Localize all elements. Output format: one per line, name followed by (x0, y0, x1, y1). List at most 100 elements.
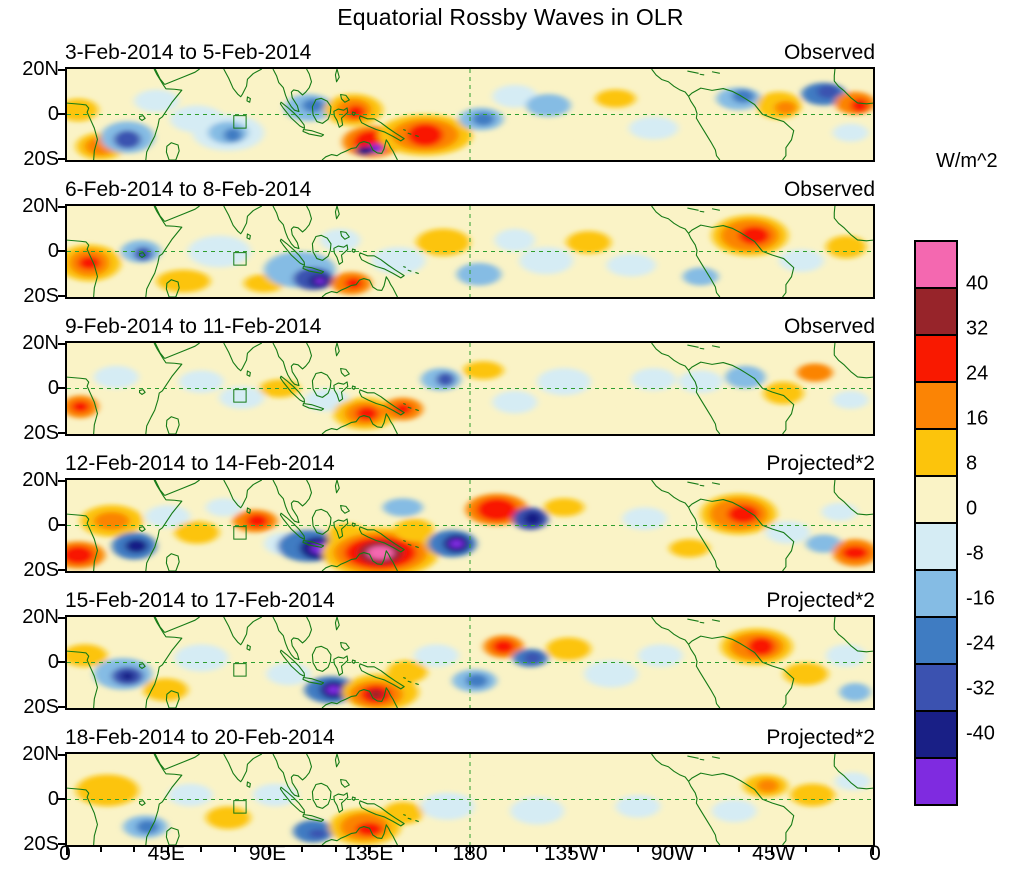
map-overlays (67, 617, 873, 708)
coastline (652, 343, 689, 370)
anomaly-blob (252, 783, 298, 807)
map-canvas (67, 754, 873, 845)
coastline (166, 417, 179, 434)
colorbar-tick-label: 8 (966, 452, 978, 475)
anomaly-blob (420, 792, 475, 820)
anomaly-blob (669, 539, 710, 558)
coastline (689, 644, 720, 708)
coastline (312, 235, 331, 260)
coastline (689, 88, 794, 160)
map-panel: 15-Feb-2014 to 17-Feb-2014 Projected*2 20N… (22, 586, 875, 718)
coastline (689, 362, 794, 434)
anomaly-blob (134, 89, 179, 113)
anomaly-blob (850, 98, 869, 113)
coastline (403, 130, 418, 137)
panel-title: 6-Feb-2014 to 8-Feb-2014 (65, 178, 312, 201)
coastline (689, 225, 794, 297)
anomaly-blob (414, 644, 459, 668)
coastline (165, 617, 200, 632)
anomaly-blob (537, 368, 591, 396)
anomaly-blob (763, 381, 804, 405)
coastline (359, 801, 404, 826)
anomaly-blob (416, 228, 470, 257)
coastline (689, 781, 720, 845)
anomaly-blob (494, 228, 535, 252)
coastline (67, 377, 97, 434)
y-axis-tick (58, 387, 67, 389)
anomaly-field (67, 215, 867, 295)
map-overlays (67, 480, 873, 571)
coastline (687, 756, 698, 758)
x-axis-tick (737, 847, 740, 852)
anomaly-blob (584, 660, 638, 688)
anomaly-blob (355, 146, 374, 156)
coastline (341, 231, 350, 239)
anomaly-blob (747, 637, 775, 656)
coastline (334, 382, 348, 401)
coastline (335, 343, 339, 356)
coastline (700, 622, 704, 623)
x-axis-tick (569, 847, 572, 855)
y-axis-tick-label: 20N (22, 743, 59, 765)
colorbar-tick-label: 0 (966, 497, 978, 520)
y-axis-tick-label: 20S (23, 148, 59, 170)
coastline (146, 617, 182, 708)
coastline (140, 390, 146, 395)
coastline (247, 97, 250, 102)
anomaly-blob (796, 363, 833, 382)
coastline (312, 98, 331, 123)
anomaly-blob (93, 365, 139, 389)
anomaly-blob (523, 652, 542, 664)
panel-title: 12-Feb-2014 to 14-Feb-2014 (65, 452, 335, 475)
panel-header: 15-Feb-2014 to 17-Feb-2014 Projected*2 (65, 586, 875, 615)
panel-tag: Projected*2 (766, 452, 875, 475)
coastline (322, 277, 397, 297)
y-axis-tick-label: 0 (47, 240, 59, 262)
colorbar-cell (916, 334, 956, 381)
anomaly-blob (615, 794, 661, 818)
x-axis-tick-label: 135W (543, 842, 599, 865)
anomaly-blob (682, 267, 719, 286)
coastline (687, 482, 698, 484)
x-axis-tick-label: 0 (59, 842, 71, 865)
panel-header: 12-Feb-2014 to 14-Feb-2014 Projected*2 (65, 449, 875, 478)
anomaly-blob (134, 246, 153, 261)
y-axis-tick (58, 754, 67, 756)
anomaly-blob (637, 644, 683, 668)
y-axis-tick (58, 250, 67, 252)
anomaly-blob (731, 89, 755, 104)
coastline (334, 656, 348, 675)
colorbar-tick-label: -32 (966, 677, 995, 700)
panels: 3-Feb-2014 to 5-Feb-2014 Observed 20N 0 20S 6… (22, 38, 875, 860)
figure-title: Equatorial Rossby Waves in OLR (337, 4, 684, 30)
coastline (341, 368, 350, 376)
coastline (403, 541, 418, 548)
coastline (359, 390, 404, 415)
colorbar-ticks: 40 32 24 16 8 0 -8 -16 -24 -32 -40 (966, 240, 1021, 780)
panel-header: 3-Feb-2014 to 5-Feb-2014 Observed (65, 38, 875, 67)
map-plot: 20N 0 20S (22, 195, 875, 307)
anomaly-blob (622, 507, 668, 531)
x-axis-tick (334, 847, 337, 852)
coastline (155, 480, 164, 495)
anomaly-blob (476, 498, 518, 521)
map-canvas (67, 69, 873, 160)
coastline (352, 523, 355, 526)
anomaly-blob (67, 644, 108, 668)
coastline (689, 499, 794, 571)
coastline (146, 69, 182, 160)
coastline (247, 508, 250, 513)
anomaly-blob (492, 390, 538, 414)
x-axis-tick (804, 847, 807, 852)
coastline (322, 825, 397, 845)
coastline (165, 206, 200, 221)
x-axis-tick (401, 847, 404, 852)
coastline (280, 239, 304, 265)
anomaly-blob (756, 779, 779, 793)
coastline (352, 797, 355, 800)
region-box (234, 664, 246, 677)
map-plot: 20N 0 20S (22, 606, 875, 718)
y-axis-tick (58, 524, 67, 526)
coastline (155, 69, 164, 84)
anomaly-blob (243, 89, 285, 113)
